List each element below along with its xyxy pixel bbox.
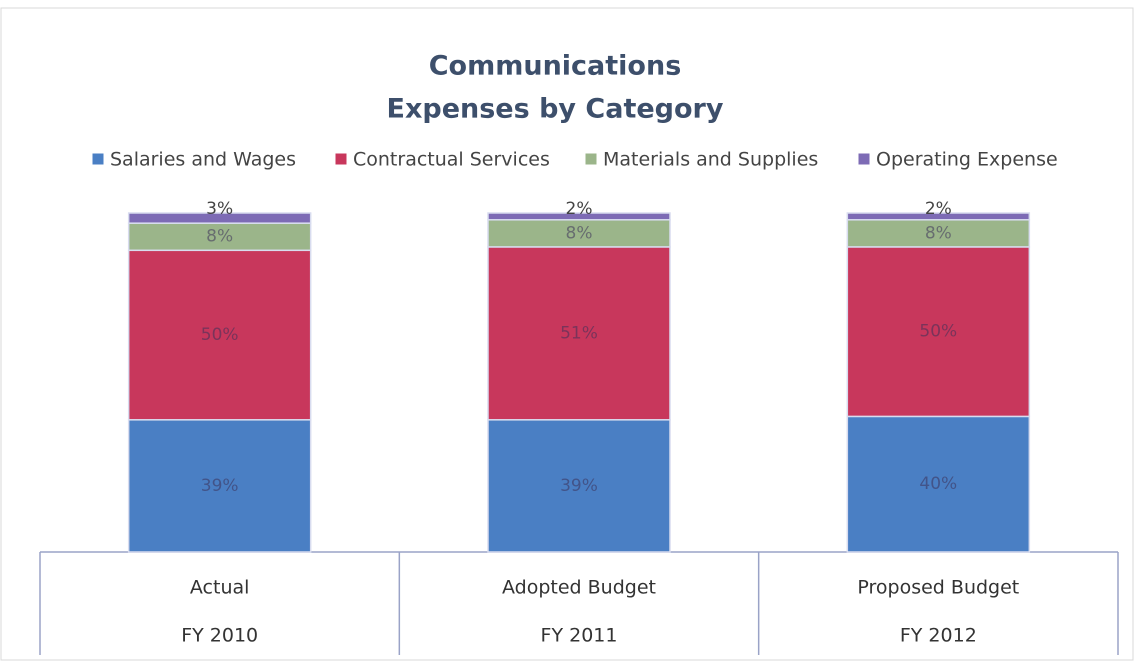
chart-border xyxy=(0,7,1134,661)
x-tick-label: Actual xyxy=(190,577,250,599)
bar-segment xyxy=(127,222,312,252)
legend-swatch xyxy=(334,152,348,166)
legend-label: Contractual Services xyxy=(353,149,550,171)
data-label: 50% xyxy=(201,325,239,345)
legend-swatch xyxy=(857,152,871,166)
bar-segment xyxy=(127,249,312,421)
chart-title: Expenses by Category xyxy=(387,94,724,125)
data-label: 8% xyxy=(206,227,233,247)
bar-segment xyxy=(487,246,671,421)
bar-segment xyxy=(487,212,671,221)
data-label: 40% xyxy=(919,474,957,494)
bar-segment xyxy=(846,246,1031,418)
data-label: 3% xyxy=(206,199,233,219)
data-label: 39% xyxy=(201,476,239,496)
data-label: 2% xyxy=(566,199,593,219)
data-label: 2% xyxy=(925,199,952,219)
x-tick-label: FY 2010 xyxy=(181,625,258,647)
bar-segment xyxy=(487,419,671,553)
data-label: 8% xyxy=(566,223,593,243)
x-tick-label: Proposed Budget xyxy=(857,577,1019,599)
bar-segment xyxy=(846,415,1031,553)
x-tick-label: FY 2011 xyxy=(541,625,618,647)
legend-swatch xyxy=(584,152,598,166)
legend-swatch xyxy=(91,152,105,166)
bar-segment xyxy=(846,212,1031,221)
data-label: 8% xyxy=(925,223,952,243)
chart-title: Communications xyxy=(429,51,682,82)
data-label: 39% xyxy=(560,476,598,496)
bar-segment xyxy=(846,219,1031,248)
legend-label: Operating Expense xyxy=(876,149,1058,171)
data-label: 50% xyxy=(919,322,957,342)
x-tick-label: Adopted Budget xyxy=(502,577,656,599)
legend-label: Salaries and Wages xyxy=(110,149,296,171)
legend-label: Materials and Supplies xyxy=(603,149,818,171)
x-tick-label: FY 2012 xyxy=(900,625,977,647)
data-label: 51% xyxy=(560,323,598,343)
bar-segment xyxy=(127,212,312,224)
